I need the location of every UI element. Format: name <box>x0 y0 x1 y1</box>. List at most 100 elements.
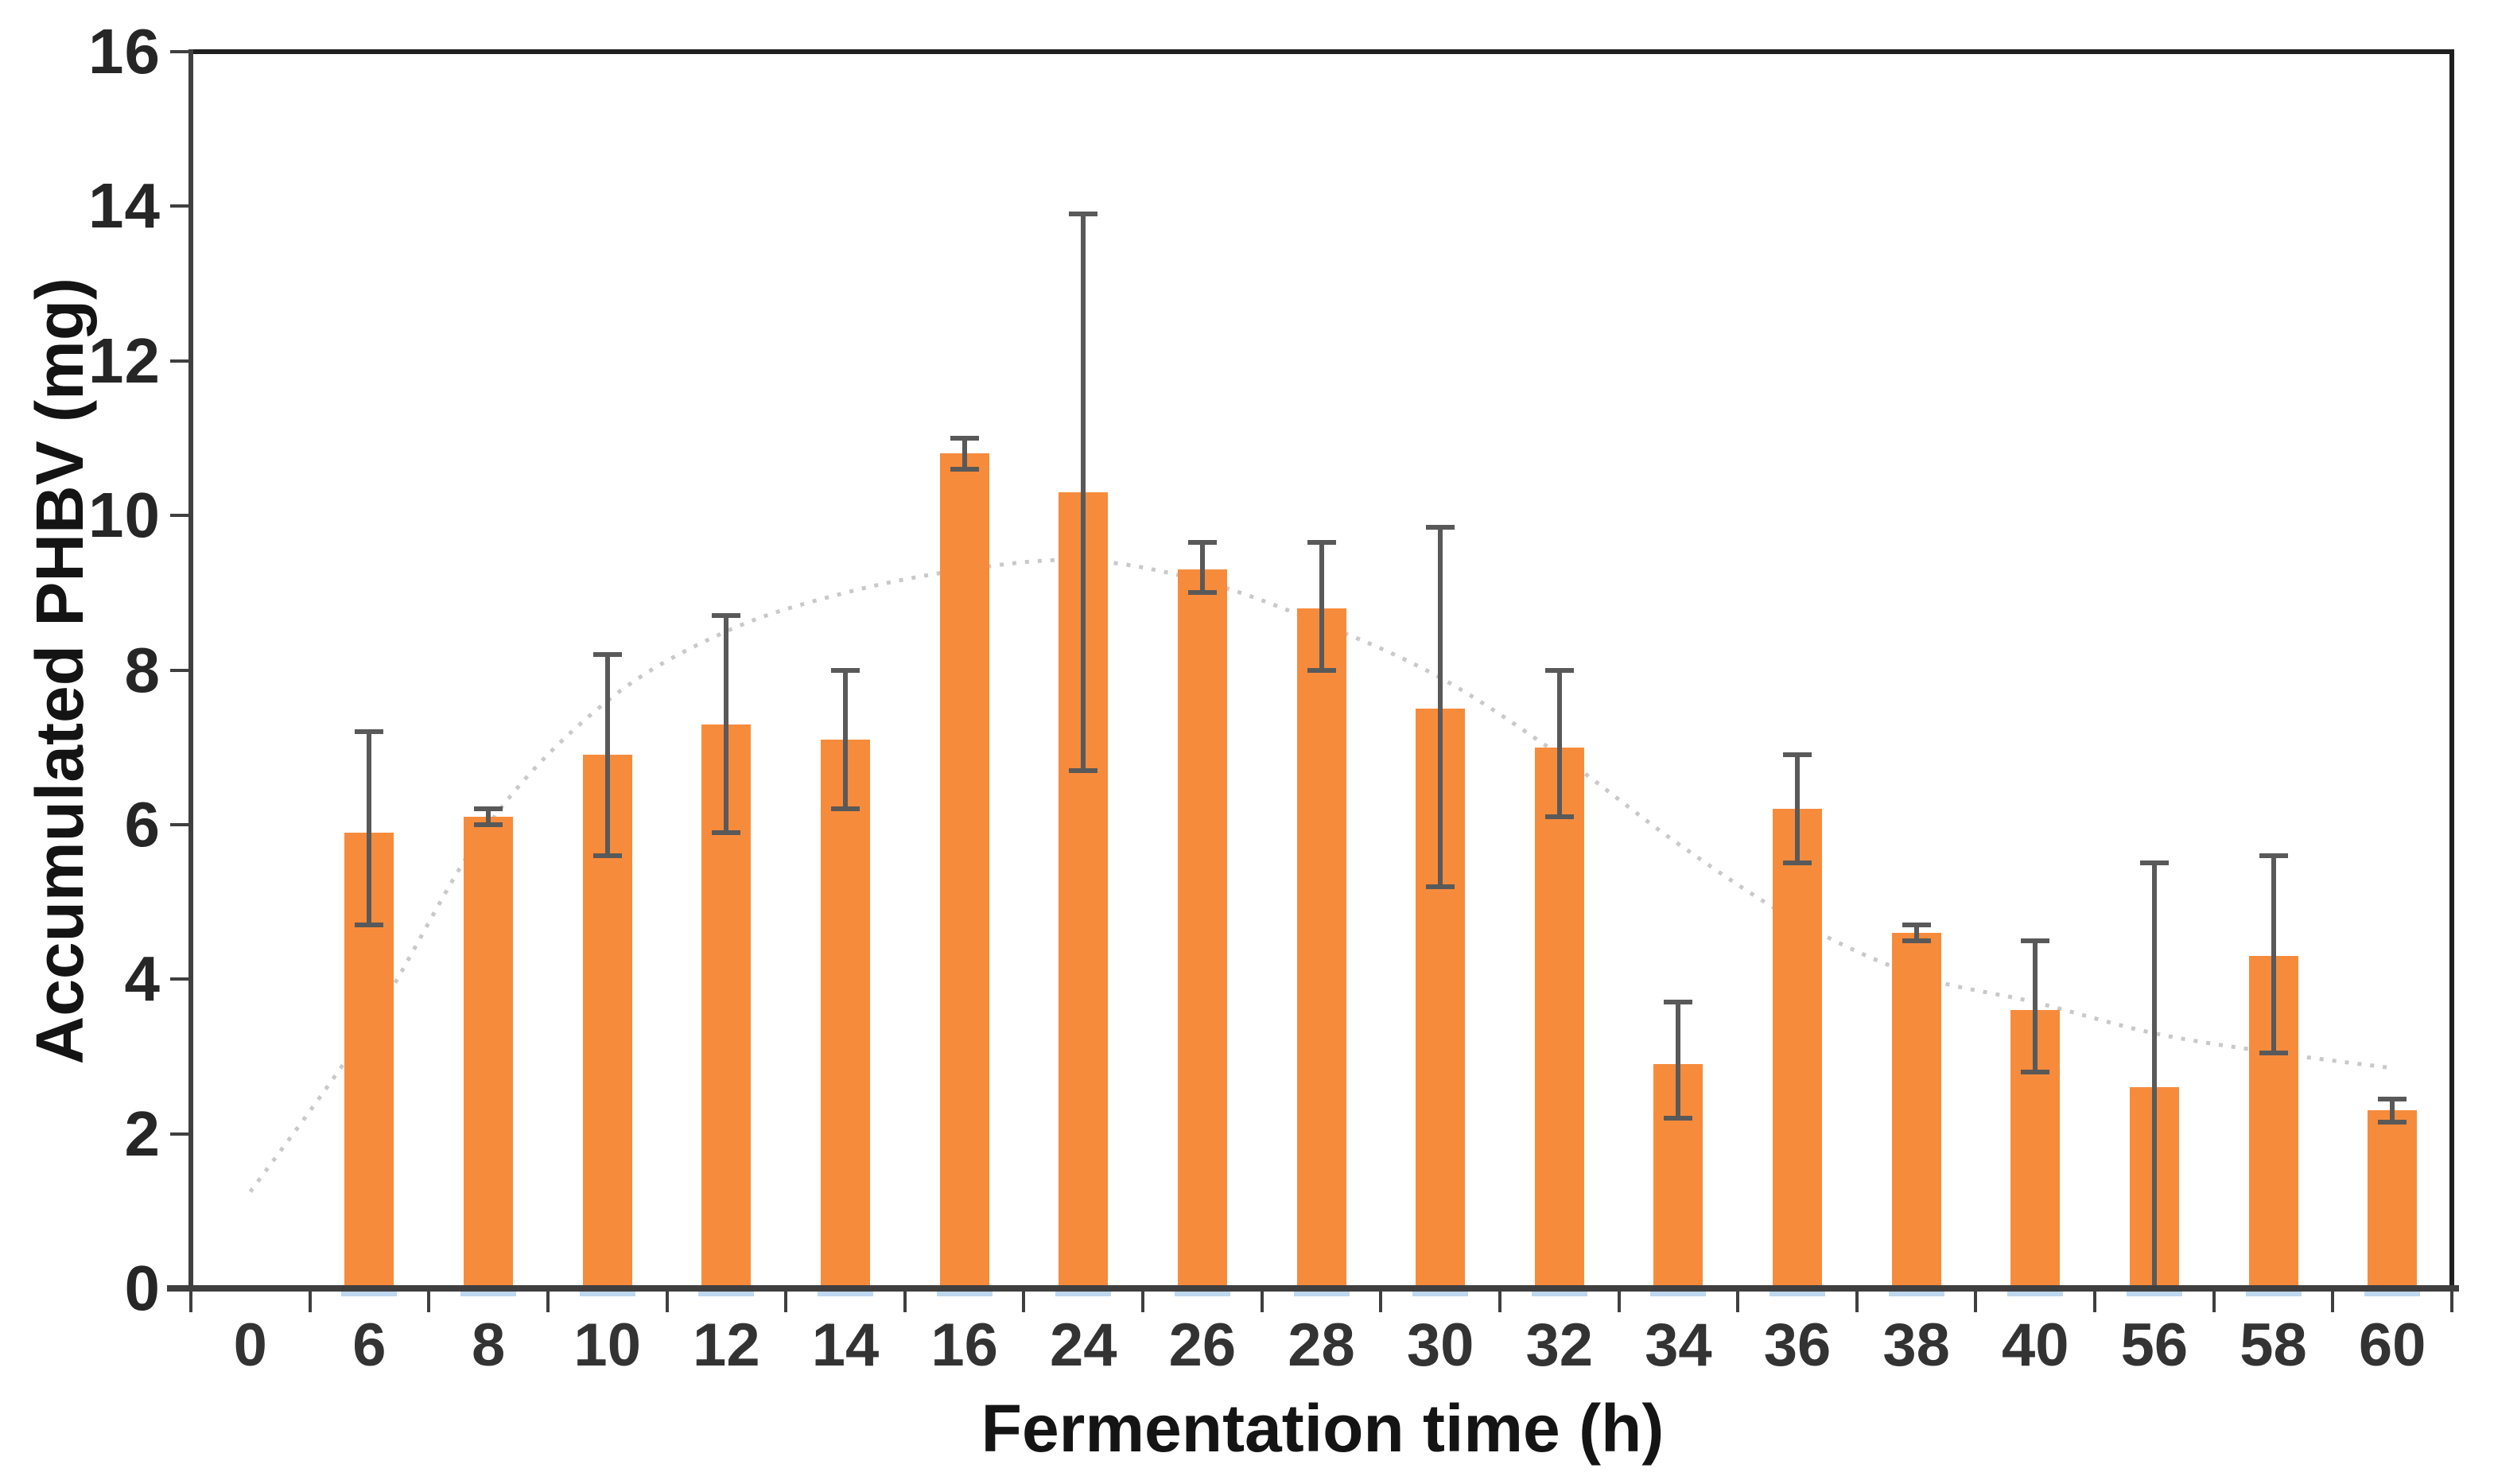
error-cap-top <box>1307 540 1336 546</box>
x-tick-label: 56 <box>2120 1311 2189 1379</box>
error-cap-bottom <box>1783 860 1812 866</box>
x-tick-label: 10 <box>573 1311 641 1379</box>
x-tick-mark <box>2093 1292 2097 1312</box>
y-tick-label: 14 <box>88 170 161 242</box>
x-tick-label: 6 <box>352 1311 387 1379</box>
bar-baseline-underline <box>1055 1292 1112 1296</box>
x-tick-label: 30 <box>1406 1311 1474 1379</box>
bar-36h <box>1773 809 1823 1288</box>
x-tick-mark <box>1974 1292 1978 1312</box>
x-tick-mark <box>1617 1292 1621 1312</box>
bar-baseline-underline <box>1174 1292 1230 1296</box>
x-tick-label: 12 <box>693 1311 760 1379</box>
x-tick-mark <box>1498 1292 1501 1312</box>
bar-baseline-underline <box>698 1292 755 1296</box>
y-tick-mark <box>170 668 189 672</box>
x-tick-label: 28 <box>1288 1311 1355 1379</box>
bar-baseline-underline <box>2245 1292 2302 1296</box>
error-cap-bottom <box>1187 590 1217 596</box>
error-cap-top <box>2378 1096 2407 1101</box>
error-cap-bottom <box>355 923 384 928</box>
x-tick-mark <box>1141 1292 1145 1312</box>
y-tick-mark <box>170 359 189 363</box>
x-axis-title: Fermentation time (h) <box>981 1391 1665 1466</box>
error-cap-top <box>830 667 860 673</box>
error-whisker <box>1913 925 1919 941</box>
error-whisker <box>1556 670 1562 818</box>
y-tick-label: 0 <box>124 1253 161 1323</box>
y-tick-label: 16 <box>88 16 161 87</box>
error-whisker <box>367 732 372 926</box>
bar-baseline-underline <box>817 1292 873 1296</box>
x-tick-label: 40 <box>2002 1311 2069 1379</box>
error-cap-top <box>1069 212 1098 217</box>
x-tick-mark <box>784 1292 788 1312</box>
error-cap-top <box>1544 667 1574 673</box>
error-cap-top <box>1426 524 1455 530</box>
x-tick-mark <box>1855 1292 1859 1312</box>
x-tick-label: 58 <box>2240 1311 2307 1379</box>
bar-baseline-underline <box>341 1292 398 1296</box>
bar-baseline-underline <box>1769 1292 1826 1296</box>
bar-8h <box>464 817 514 1288</box>
error-whisker <box>1438 526 1443 887</box>
x-tick-label: 0 <box>233 1311 267 1379</box>
x-tick-label: 60 <box>2358 1311 2426 1379</box>
error-whisker <box>842 670 848 810</box>
bar-14h <box>820 739 870 1288</box>
error-cap-bottom <box>1307 667 1336 673</box>
error-cap-top <box>712 613 741 619</box>
x-tick-mark <box>189 1292 192 1312</box>
bar-baseline-underline <box>2007 1292 2064 1296</box>
x-axis-line <box>167 1285 2459 1292</box>
y-tick-mark <box>170 1132 189 1136</box>
error-cap-bottom <box>712 829 741 835</box>
bar-baseline-underline <box>1888 1292 1944 1296</box>
error-cap-top <box>355 729 384 735</box>
x-tick-label: 26 <box>1168 1311 1237 1379</box>
error-whisker <box>1199 542 1205 593</box>
error-cap-bottom <box>1664 1116 1693 1121</box>
y-tick-label: 10 <box>88 480 161 551</box>
error-cap-top <box>2259 853 2288 858</box>
error-cap-top <box>1783 752 1812 758</box>
error-whisker <box>2271 855 2276 1053</box>
error-cap-top <box>474 806 503 812</box>
x-tick-mark <box>2331 1292 2335 1312</box>
x-tick-label: 24 <box>1049 1311 1117 1379</box>
y-tick-label: 6 <box>124 788 161 860</box>
x-tick-label: 38 <box>1882 1311 1950 1379</box>
y-tick-label: 4 <box>124 943 161 1015</box>
bar-baseline-underline <box>2364 1292 2421 1296</box>
x-tick-mark <box>1260 1292 1264 1312</box>
x-tick-label: 34 <box>1645 1311 1712 1379</box>
x-tick-label: 36 <box>1763 1311 1832 1379</box>
error-cap-bottom <box>592 853 622 858</box>
error-cap-bottom <box>1069 767 1098 773</box>
error-whisker <box>724 616 729 833</box>
bar-baseline-underline <box>2126 1292 2182 1296</box>
x-tick-label: 14 <box>811 1311 880 1379</box>
error-whisker <box>961 437 967 469</box>
bar-baseline-underline <box>1412 1292 1469 1296</box>
error-cap-bottom <box>830 806 860 812</box>
error-cap-top <box>950 435 979 441</box>
bar-38h <box>1891 932 1941 1288</box>
plot-border-top <box>188 49 2454 54</box>
error-cap-bottom <box>2021 1069 2050 1074</box>
x-tick-label: 8 <box>471 1311 506 1379</box>
x-tick-mark <box>427 1292 431 1312</box>
x-tick-mark <box>308 1292 312 1312</box>
error-whisker <box>2151 863 2157 1288</box>
y-tick-mark <box>170 50 189 53</box>
y-tick-mark <box>170 977 189 981</box>
x-tick-mark <box>2212 1292 2216 1312</box>
error-whisker <box>2390 1098 2395 1123</box>
y-axis-title: Accumulated PHBV (mg) <box>8 54 111 1288</box>
error-cap-bottom <box>1544 814 1574 820</box>
trendline-path <box>248 557 2393 1193</box>
bar-baseline-underline <box>936 1292 993 1296</box>
x-tick-mark <box>1022 1292 1026 1312</box>
